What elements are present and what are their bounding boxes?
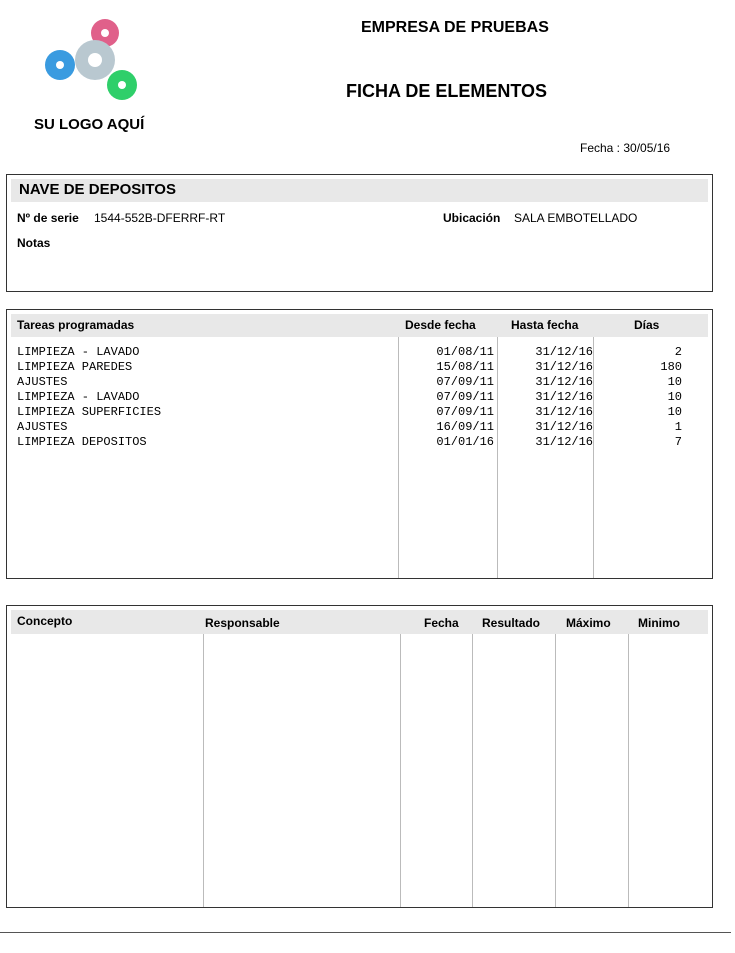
- col-header-concept: Concepto: [17, 614, 73, 628]
- table-row: AJUSTES 07/09/11 31/12/16 10: [7, 375, 712, 390]
- tasks-table: Tareas programadas Desde fecha Hasta fec…: [6, 309, 713, 579]
- table-cell: LIMPIEZA - LAVADO: [17, 345, 140, 359]
- logo-text: SU LOGO AQUÍ: [34, 116, 145, 133]
- table-cell: 07/09/11: [436, 390, 494, 404]
- table-cell: 180: [660, 360, 682, 374]
- table-cell: LIMPIEZA DEPOSITOS: [17, 435, 147, 449]
- table-row: LIMPIEZA - LAVADO 07/09/11 31/12/16 10: [7, 390, 712, 405]
- controls-table: Concepto Responsable Fecha Resultado Máx…: [6, 605, 713, 908]
- table-cell: 2: [674, 345, 682, 359]
- table-cell: AJUSTES: [17, 420, 68, 434]
- table-cell: AJUSTES: [17, 375, 68, 389]
- serial-value: 1544-552B-DFERRF-RT: [94, 211, 226, 225]
- col-header-responsible: Responsable: [205, 616, 280, 630]
- serial-label: Nº de serie: [17, 211, 79, 225]
- table-cell: 31/12/16: [535, 435, 593, 449]
- col-header-result: Resultado: [482, 616, 541, 630]
- col-header-date: Fecha: [424, 616, 459, 630]
- table-cell: 10: [667, 375, 682, 389]
- table-cell: 15/08/11: [436, 360, 494, 374]
- table-cell: 01/01/16: [436, 435, 494, 449]
- col-header-days: Días: [634, 318, 660, 332]
- table-cell: 07/09/11: [436, 405, 494, 419]
- table-cell: 07/09/11: [436, 375, 494, 389]
- table-cell: 31/12/16: [535, 375, 593, 389]
- table-cell: 1: [674, 420, 682, 434]
- location-label: Ubicación: [443, 211, 501, 225]
- col-header-min: Minimo: [638, 616, 680, 630]
- page-title: FICHA DE ELEMENTOS: [346, 81, 548, 101]
- element-name: NAVE DE DEPOSITOS: [19, 181, 176, 198]
- table-row: LIMPIEZA - LAVADO 01/08/11 31/12/16 2: [7, 345, 712, 360]
- company-name: EMPRESA DE PRUEBAS: [361, 19, 549, 36]
- table-row: AJUSTES 16/09/11 31/12/16 1: [7, 420, 712, 435]
- date-line: Fecha : 30/05/16: [580, 141, 671, 155]
- table-cell: LIMPIEZA PAREDES: [17, 360, 133, 374]
- table-cell: 31/12/16: [535, 390, 593, 404]
- date-value: 30/05/16: [623, 141, 671, 155]
- table-cell: 31/12/16: [535, 345, 593, 359]
- element-section: NAVE DE DEPOSITOS Nº de serie 1544-552B-…: [6, 174, 713, 292]
- col-header-from: Desde fecha: [405, 318, 476, 332]
- table-row: LIMPIEZA DEPOSITOS 01/01/16 31/12/16 7: [7, 435, 712, 450]
- table-row: LIMPIEZA PAREDES 15/08/11 31/12/16 180: [7, 360, 712, 375]
- table-cell: 31/12/16: [535, 405, 593, 419]
- col-header-task: Tareas programadas: [17, 318, 135, 332]
- table-cell: 01/08/11: [436, 345, 494, 359]
- location-value: SALA EMBOTELLADO: [514, 211, 638, 225]
- table-cell: 31/12/16: [535, 420, 593, 434]
- table-cell: 16/09/11: [436, 420, 494, 434]
- logo-gears-icon: [45, 19, 137, 100]
- col-header-to: Hasta fecha: [511, 318, 579, 332]
- notes-label: Notas: [17, 236, 51, 250]
- table-cell: 10: [667, 390, 682, 404]
- table-cell: LIMPIEZA SUPERFICIES: [17, 405, 162, 419]
- col-header-max: Máximo: [566, 616, 611, 630]
- table-cell: 7: [674, 435, 682, 449]
- table-cell: 31/12/16: [535, 360, 593, 374]
- table-row: LIMPIEZA SUPERFICIES 07/09/11 31/12/16 10: [7, 405, 712, 420]
- table-cell: LIMPIEZA - LAVADO: [17, 390, 140, 404]
- table-cell: 10: [667, 405, 682, 419]
- footer-divider: [0, 932, 731, 933]
